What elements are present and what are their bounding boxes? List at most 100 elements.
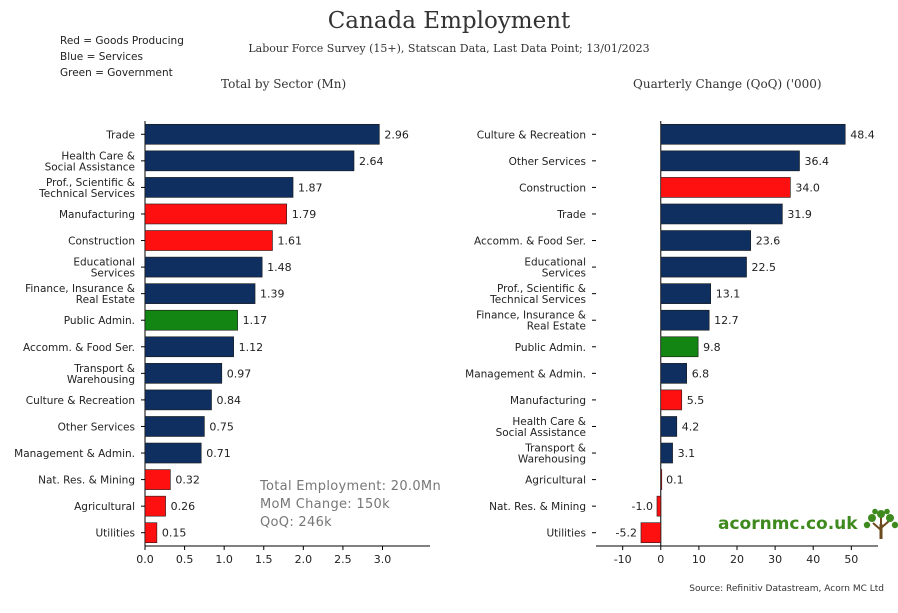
legend-note-government: Green = Government <box>60 67 173 79</box>
tree-icon <box>863 508 898 539</box>
bar <box>144 256 263 278</box>
category-label: Nat. Res. & Mining <box>38 475 135 487</box>
category-label: Management & Admin. <box>465 368 586 380</box>
category-label: Management & Admin. <box>14 448 135 460</box>
x-tick-label: 30 <box>768 553 782 566</box>
bar <box>660 442 673 464</box>
bar <box>144 442 202 464</box>
bar <box>660 309 710 331</box>
chart-subtitle: Labour Force Survey (15+), Statscan Data… <box>248 42 650 55</box>
data-label: 48.4 <box>850 128 875 141</box>
bar <box>660 123 846 145</box>
data-label: 22.5 <box>752 261 777 274</box>
bar <box>144 416 205 437</box>
data-label: 4.2 <box>682 420 700 433</box>
category-label: Accomm. & Food Ser. <box>474 236 586 248</box>
bar <box>144 363 223 384</box>
category-label: Utilities <box>546 528 586 540</box>
x-tick-label: 10 <box>692 553 706 566</box>
qoq-text: QoQ: 246k <box>260 515 332 530</box>
bar <box>660 230 752 251</box>
total-employment-text: Total Employment: 20.0Mn <box>260 479 441 494</box>
data-label: 0.32 <box>175 474 200 487</box>
data-label: 1.12 <box>239 341 264 354</box>
category-label: Other Services <box>509 156 586 168</box>
data-label: 0.71 <box>206 447 231 460</box>
data-label: 6.8 <box>692 367 710 380</box>
category-label: Accomm. & Food Ser. <box>23 342 135 354</box>
category-label: Agricultural <box>74 501 135 513</box>
category-label: Finance, Insurance & Real Estate <box>25 283 135 306</box>
data-label: 23.6 <box>756 235 781 248</box>
data-label: 1.17 <box>243 314 268 327</box>
data-label: -5.2 <box>615 527 636 540</box>
bar <box>660 256 747 278</box>
bar <box>144 123 380 145</box>
category-label: Prof., Scientific & Technical Services <box>489 283 586 306</box>
category-label: Trade <box>556 209 586 221</box>
bar <box>144 177 294 198</box>
bar <box>660 363 687 384</box>
category-label: Nat. Res. & Mining <box>489 501 586 513</box>
data-label: 1.79 <box>292 208 317 221</box>
bar <box>144 495 166 517</box>
x-tick-label: 20 <box>730 553 744 566</box>
bar <box>144 336 234 358</box>
category-label: Prof., Scientific & Technical Services <box>38 177 135 200</box>
data-label: 12.7 <box>714 314 739 327</box>
x-tick-label: 3.0 <box>374 553 392 566</box>
brand-name: acornmc.co.uk <box>718 514 858 534</box>
chart-panel-quarterly-change: -10 0 10 20 30 40 50 Culture & Recreation 48.4 Ot… <box>465 121 878 566</box>
bar <box>144 230 273 251</box>
data-label: -1.0 <box>632 500 653 513</box>
bar <box>144 389 212 411</box>
bar <box>144 522 158 544</box>
data-label: 1.48 <box>267 261 292 274</box>
category-label: Construction <box>519 182 586 194</box>
data-label: 1.39 <box>260 288 285 301</box>
bar <box>144 309 238 331</box>
data-label: 9.8 <box>703 341 721 354</box>
category-label: Public Admin. <box>515 342 586 354</box>
data-label: 0.75 <box>209 420 234 433</box>
category-label: Utilities <box>95 528 135 540</box>
x-tick-label: 0.0 <box>136 553 154 566</box>
category-label: Health Care & Social Assistance <box>496 416 586 439</box>
category-label: Educational Services <box>524 257 586 280</box>
data-label: 0.26 <box>171 500 196 513</box>
x-tick-label: 0.5 <box>176 553 194 566</box>
category-label: Public Admin. <box>64 315 135 327</box>
x-tick-label: 50 <box>844 553 858 566</box>
bar <box>144 283 256 304</box>
category-label: Educational Services <box>73 257 135 280</box>
bar <box>660 203 783 225</box>
bar <box>660 416 678 437</box>
category-label: Finance, Insurance & Real Estate <box>476 310 586 333</box>
category-label: Health Care & Social Assistance <box>45 150 135 173</box>
category-label: Transport & Warehousing <box>67 363 135 386</box>
x-tick-label: 2.0 <box>295 553 313 566</box>
x-tick-label: -10 <box>614 553 632 566</box>
data-label: 31.9 <box>787 208 812 221</box>
category-label: Construction <box>68 236 135 248</box>
chart-title: Canada Employment <box>327 8 571 34</box>
brand-logo: acornmc.co.uk <box>718 508 898 540</box>
category-label: Transport & Warehousing <box>518 443 586 466</box>
legend-note-services: Blue = Services <box>60 51 143 63</box>
category-label: Trade <box>105 129 135 141</box>
x-tick-label: 1.5 <box>255 553 273 566</box>
data-label: 2.96 <box>384 128 409 141</box>
data-label: 0.97 <box>227 367 252 380</box>
legend-note-goods: Red = Goods Producing <box>60 35 184 47</box>
category-label: Culture & Recreation <box>26 395 135 407</box>
bar <box>660 336 699 358</box>
category-label: Culture & Recreation <box>477 129 586 141</box>
bar <box>144 150 355 172</box>
data-label: 34.0 <box>795 181 820 194</box>
data-label: 0.15 <box>162 527 187 540</box>
category-label: Other Services <box>58 421 135 433</box>
bar <box>660 283 712 304</box>
right-panel-title: Quarterly Change (QoQ) ('000) <box>633 77 822 91</box>
mom-change-text: MoM Change: 150k <box>260 497 390 512</box>
